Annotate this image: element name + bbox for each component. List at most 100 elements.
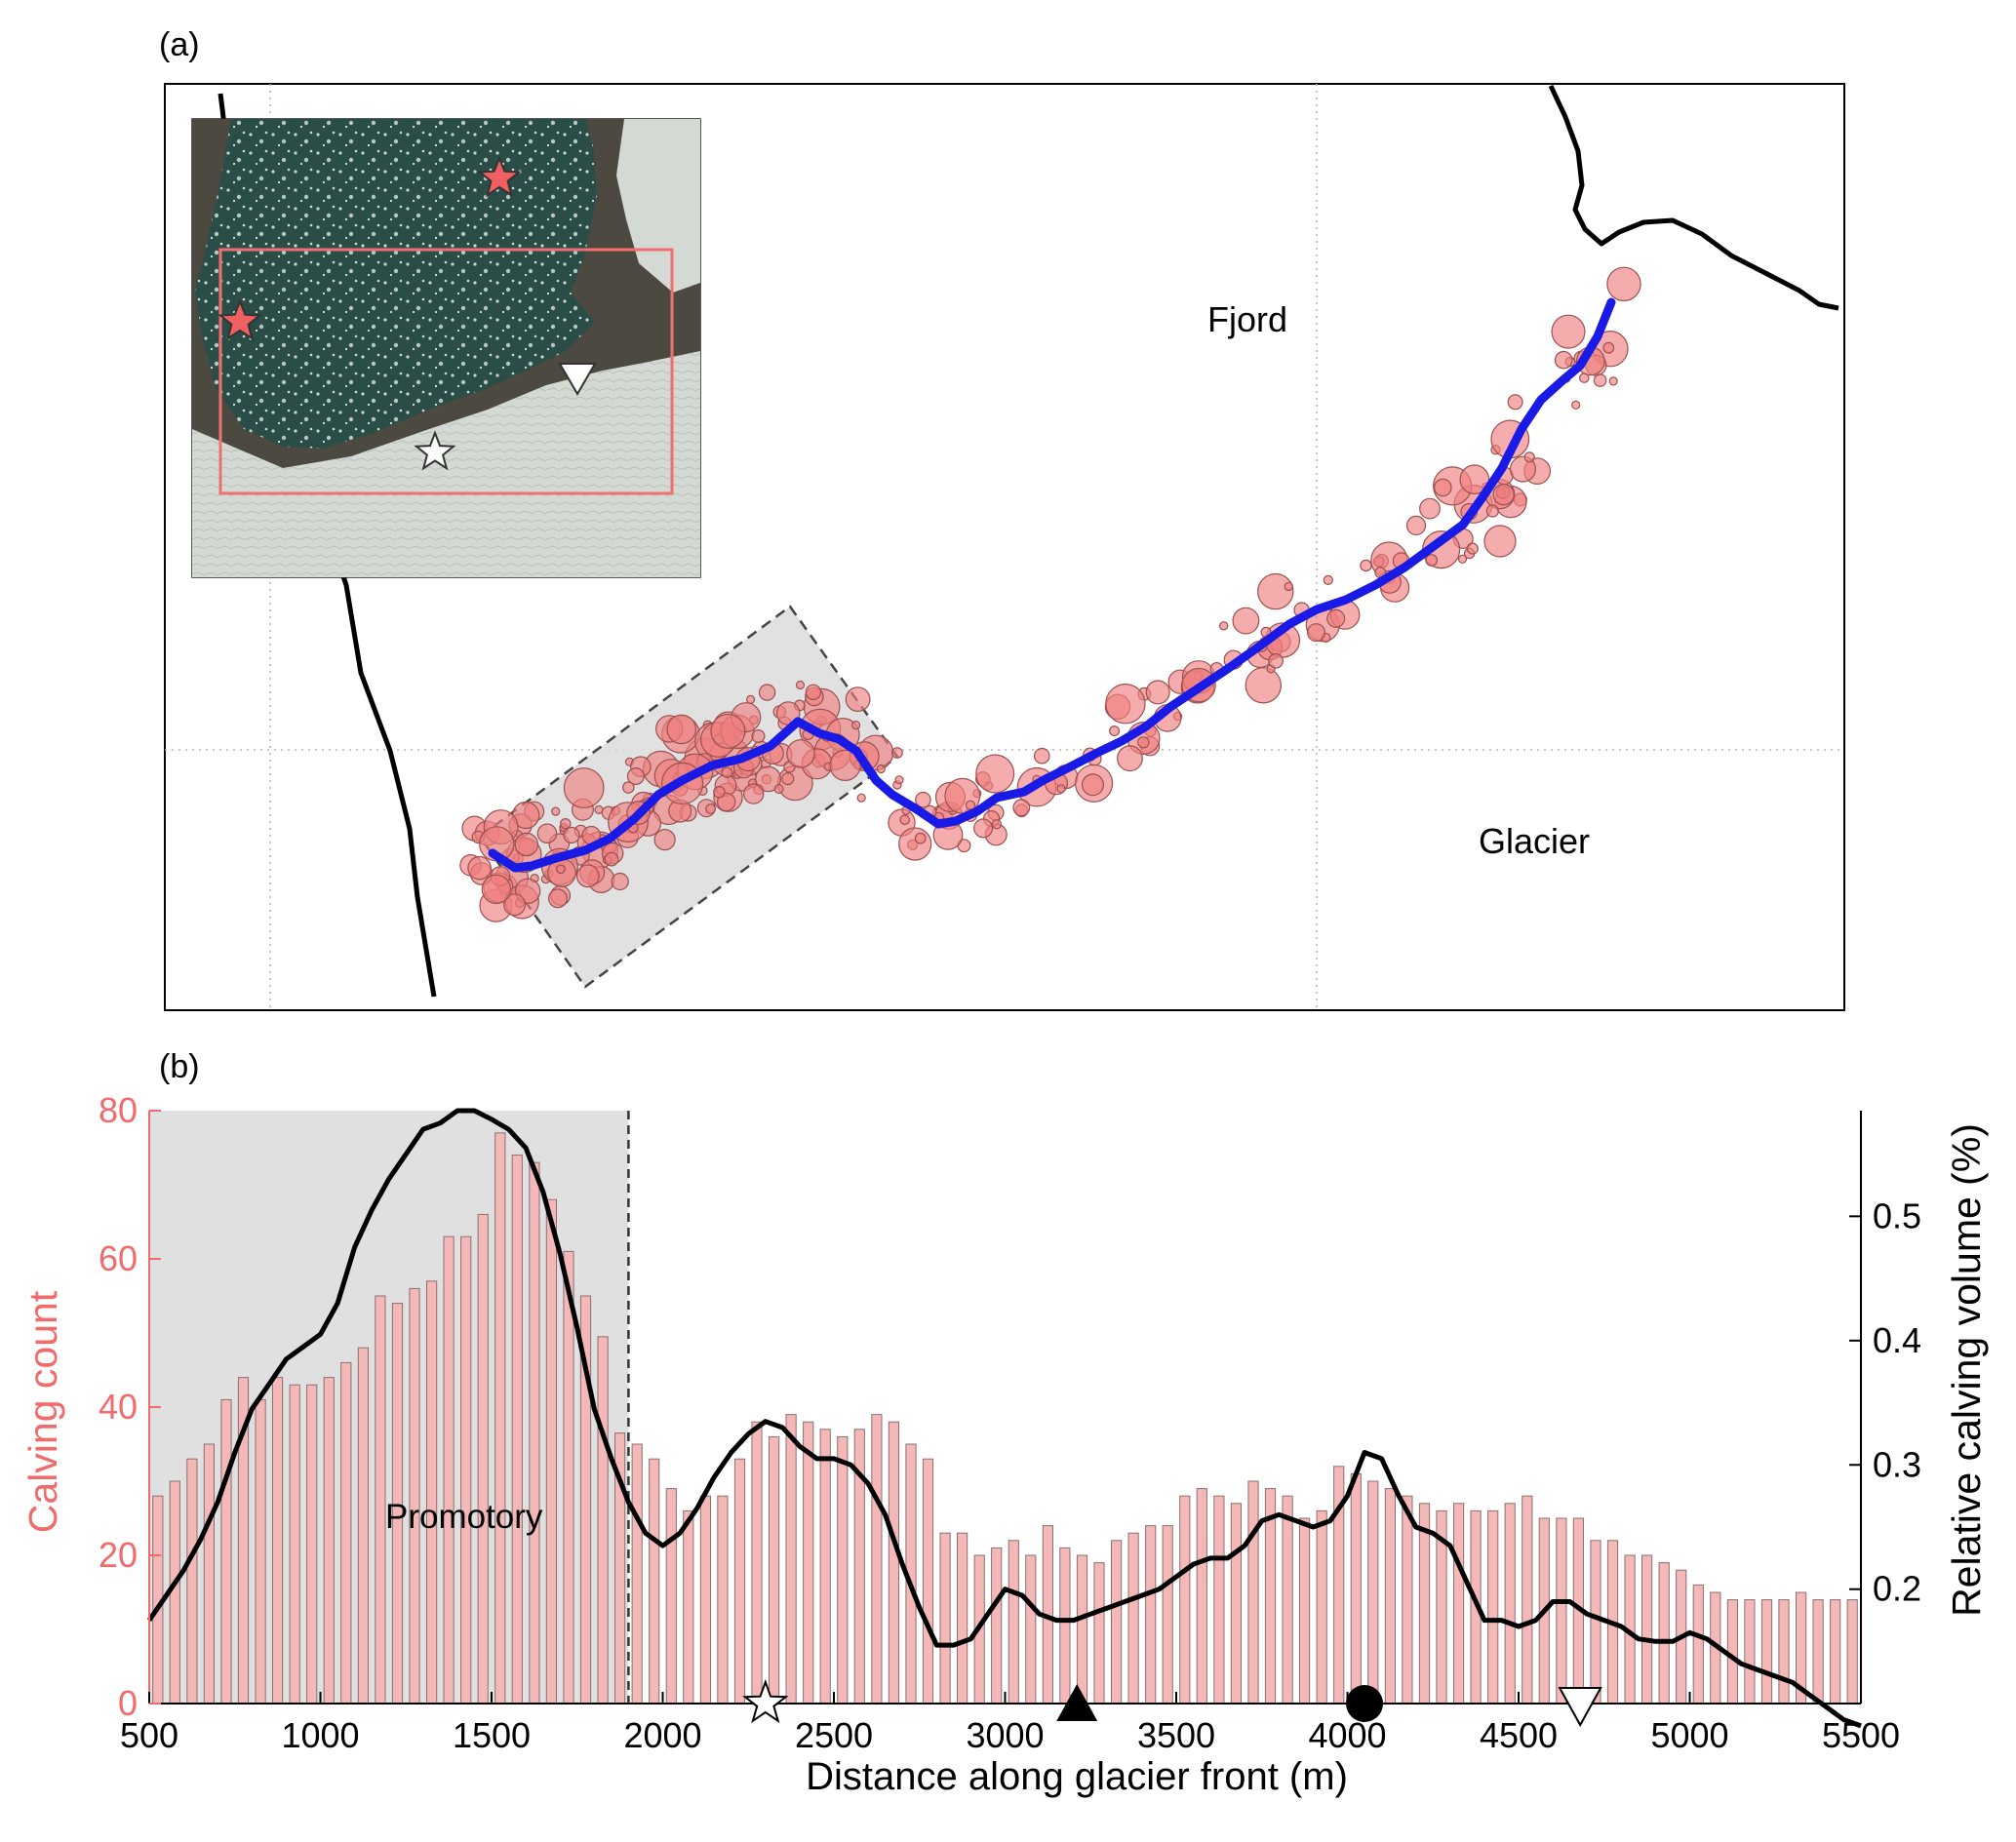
- count-bar: [1076, 1554, 1088, 1705]
- calving-event-circle: [1602, 341, 1615, 354]
- calving-event-circle: [653, 828, 676, 851]
- calving-event-circle: [1593, 373, 1607, 387]
- calving-event-circle: [1457, 554, 1468, 564]
- white-star-icon: [742, 1679, 789, 1724]
- calving-event-circle: [1608, 376, 1618, 386]
- calving-event-circle: [1109, 725, 1121, 736]
- count-bar: [837, 1435, 849, 1705]
- calving-event-circle: [514, 832, 539, 857]
- feature-markers: [742, 1679, 1602, 1728]
- x-tick-label: 3000: [966, 1715, 1044, 1755]
- calving-event-circle: [1257, 572, 1294, 610]
- count-bar: [1367, 1480, 1379, 1705]
- up-triangle-icon: [1056, 1684, 1098, 1721]
- calving-event-circle: [1485, 504, 1499, 518]
- calving-event-circle: [1571, 400, 1581, 410]
- panel-a-map: (a) Fjord Glacier: [159, 26, 1845, 1011]
- count-bar: [1179, 1495, 1191, 1705]
- calving-event-circle: [1056, 784, 1066, 794]
- count-bar: [375, 1295, 386, 1705]
- panel-b-chart: (b) Promotory 500 1000 1500 2000 2500 3000 350…: [20, 1048, 1989, 1798]
- count-bar: [272, 1377, 284, 1705]
- count-bar: [1162, 1525, 1173, 1705]
- calving-event-circle: [1523, 451, 1535, 463]
- calving-event-circle: [721, 766, 733, 778]
- count-bar: [494, 1132, 506, 1705]
- y-tick-label-left: 80: [99, 1090, 138, 1130]
- calving-event-circle: [1405, 515, 1427, 536]
- calving-event-circle: [481, 874, 512, 905]
- calving-event-circle: [1105, 684, 1146, 725]
- count-bar: [991, 1547, 1003, 1705]
- count-bar: [289, 1384, 300, 1705]
- count-bar: [922, 1458, 934, 1705]
- count-bar: [443, 1235, 455, 1705]
- calving-event-circle: [713, 785, 726, 799]
- calving-event-circle: [894, 775, 904, 785]
- calving-event-circle: [1326, 608, 1346, 628]
- count-bar: [409, 1287, 420, 1705]
- calving-event-circle: [781, 771, 795, 786]
- count-bar: [1402, 1495, 1413, 1705]
- calving-event-circle: [973, 818, 994, 839]
- y-tick-label-left: 40: [99, 1387, 138, 1427]
- count-bar: [460, 1235, 472, 1705]
- calving-event-circle: [666, 714, 696, 745]
- count-bar: [1692, 1584, 1704, 1705]
- coastline-east: [1548, 84, 1839, 311]
- calving-event-circle: [751, 728, 766, 743]
- count-bar: [220, 1398, 232, 1705]
- count-bar: [819, 1429, 831, 1705]
- x-tick-label: 500: [120, 1715, 178, 1755]
- calving-event-circle: [1268, 652, 1284, 669]
- calving-event-circle: [876, 764, 886, 774]
- glacier-label: Glacier: [1479, 821, 1590, 861]
- x-tick-label: 4000: [1308, 1715, 1386, 1755]
- count-bar: [1641, 1554, 1653, 1705]
- count-bar: [699, 1495, 711, 1705]
- calving-event-circle: [1419, 497, 1441, 520]
- count-bar: [597, 1336, 609, 1705]
- x-tick-label: 5000: [1650, 1715, 1728, 1755]
- y-tick-label-right: 0.4: [1873, 1320, 1921, 1360]
- y-tick-label-left: 20: [99, 1535, 138, 1575]
- calving-event-circle: [1434, 478, 1452, 497]
- y-tick-label-right: 0.3: [1873, 1444, 1921, 1484]
- count-bar: [717, 1495, 729, 1705]
- count-bar: [511, 1155, 523, 1705]
- count-bar: [1522, 1495, 1533, 1705]
- count-bar: [1025, 1554, 1037, 1705]
- count-bar: [1556, 1517, 1567, 1705]
- count-bar: [649, 1458, 660, 1705]
- calving-event-circle: [805, 684, 822, 701]
- calving-event-circle: [1284, 581, 1294, 592]
- calving-event-circle: [1117, 745, 1143, 772]
- count-bar: [1384, 1488, 1397, 1705]
- map-contents: Fjord Glacier: [165, 84, 1844, 1010]
- count-bar: [1316, 1509, 1327, 1705]
- count-bar: [306, 1384, 318, 1705]
- count-bar: [1127, 1532, 1139, 1705]
- y-tick-label-left: 0: [118, 1683, 138, 1723]
- count-bar: [563, 1250, 574, 1705]
- count-bar: [665, 1488, 677, 1705]
- count-bar: [939, 1532, 951, 1705]
- count-bar: [323, 1377, 335, 1705]
- calving-event-circle: [914, 832, 927, 844]
- calving-event-circle: [1360, 559, 1372, 572]
- calving-event-circle: [1492, 483, 1515, 506]
- calving-event-circle: [891, 747, 903, 759]
- inset-study-area-box: [218, 248, 674, 495]
- calving-event-circle: [898, 827, 932, 861]
- count-bar: [1145, 1525, 1157, 1705]
- x-tick-label: 1500: [453, 1715, 531, 1755]
- x-tick-label: 4500: [1480, 1715, 1558, 1755]
- calving-event-circle: [547, 888, 568, 909]
- count-bar: [357, 1347, 369, 1705]
- y-tick-label-left: 60: [99, 1238, 138, 1278]
- calving-event-circle: [915, 791, 931, 808]
- calving-event-circle: [1034, 747, 1050, 764]
- red-star-icon: [477, 155, 522, 198]
- inset-ice-floes: [195, 119, 597, 449]
- calving-event-circle: [1507, 394, 1523, 411]
